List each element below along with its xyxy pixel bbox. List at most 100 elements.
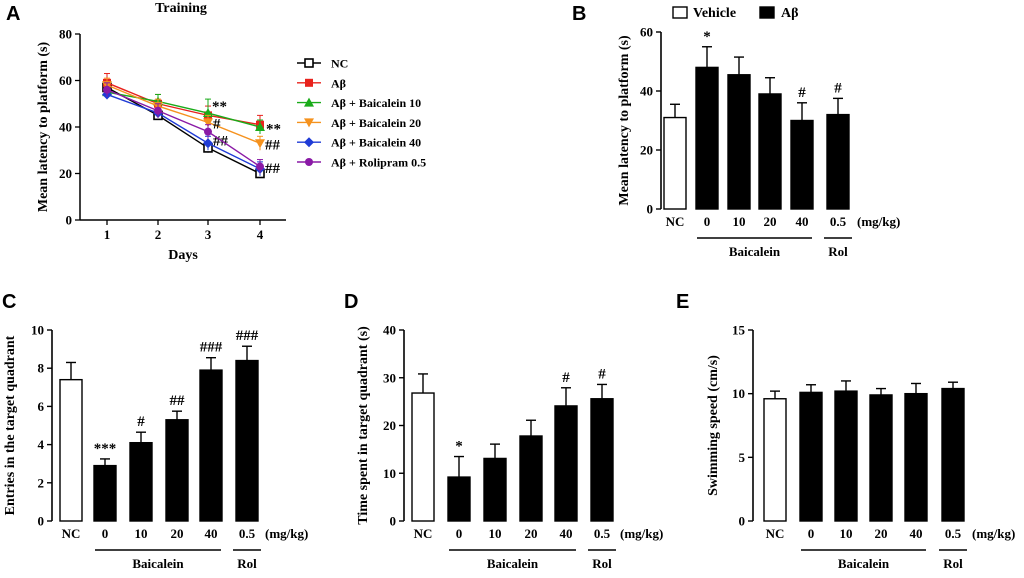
d-x-tick-label: NC xyxy=(414,526,433,541)
b-x-tick-label: 10 xyxy=(733,214,746,229)
c-group-label-baicalein: Baicalein xyxy=(132,556,184,571)
c-significance-label: ### xyxy=(200,340,223,356)
panel-b-legend: Vehicle Aβ xyxy=(672,6,799,21)
e-x-tick-label: 10 xyxy=(840,526,853,541)
a-data-point xyxy=(103,85,111,94)
b-bar xyxy=(790,119,814,210)
a-x-tick-label: 1 xyxy=(104,227,111,242)
a-series-1: ** xyxy=(103,73,281,138)
panel-letter-b: B xyxy=(572,3,586,25)
c-unit-label: (mg/kg) xyxy=(265,526,308,541)
d-x-tick-label: 0.5 xyxy=(594,526,611,541)
panel-b-plot: 0 20 40 60 Mean latency to platform (s) NC * 0 1… xyxy=(617,25,900,260)
a-legend-label: Aβ + Rolipram 0.5 xyxy=(331,156,426,170)
c-y-tick-label: 0 xyxy=(38,514,45,529)
panel-letter-e: E xyxy=(676,291,689,313)
e-bar xyxy=(941,387,965,522)
c-y-tick-label: 10 xyxy=(31,323,44,338)
d-y-tick-label: 20 xyxy=(383,418,396,433)
d-x-tick-label: 20 xyxy=(525,526,538,541)
b-legend-vehicle-label: Vehicle xyxy=(693,6,736,21)
a-y-tick-label: 40 xyxy=(59,120,72,135)
d-x-tick-label: 10 xyxy=(489,526,502,541)
b-group-label-rol: Rol xyxy=(828,244,848,259)
a-legend-label: Aβ + Baicalein 20 xyxy=(331,116,421,130)
e-bar xyxy=(834,390,858,522)
a-y-tick-label: 20 xyxy=(59,166,72,181)
panel-letter-d: D xyxy=(344,291,358,313)
e-y-tick-label: 0 xyxy=(739,514,746,529)
b-legend-abeta-swatch xyxy=(759,6,775,19)
a-data-point xyxy=(203,108,213,118)
b-bar xyxy=(758,93,782,210)
panel-a-title: Training xyxy=(155,1,207,16)
a-legend-label: Aβ + Baicalein 40 xyxy=(331,136,421,150)
e-unit-label: (mg/kg) xyxy=(972,526,1015,541)
b-bar xyxy=(727,74,751,210)
a-series-line xyxy=(106,93,261,170)
b-significance-label: * xyxy=(703,29,711,45)
a-x-tick-label: 4 xyxy=(257,227,264,242)
c-x-tick-label: 0.5 xyxy=(239,526,256,541)
d-y-tick-label: 30 xyxy=(383,370,396,385)
c-x-tick-label: 0 xyxy=(102,526,109,541)
b-group-label-baicalein: Baicalein xyxy=(729,244,781,259)
a-series-2: ** xyxy=(102,86,265,134)
c-x-tick-label: 20 xyxy=(171,526,184,541)
panel-letter-a: A xyxy=(6,3,20,25)
a-data-point xyxy=(255,139,265,149)
a-significance-label: # xyxy=(213,116,221,132)
e-bar xyxy=(799,391,823,522)
b-y-tick-label: 60 xyxy=(640,25,653,40)
b-unit-label: (mg/kg) xyxy=(857,214,900,229)
a-series-line xyxy=(106,86,261,175)
a-legend-marker xyxy=(304,137,314,148)
panel-a-plot: 0 20 40 60 80 1 2 3 4 Days Mean latency to platfor… xyxy=(36,27,286,263)
d-group-label-rol: Rol xyxy=(592,556,612,571)
d-bar xyxy=(447,476,471,522)
b-bar xyxy=(663,116,687,210)
panel-b: B Vehicle Aβ 0 20 40 60 Mean latency to platf… xyxy=(572,3,900,259)
d-significance-label: # xyxy=(562,370,570,386)
b-significance-label: # xyxy=(834,80,842,96)
b-significance-label: # xyxy=(798,85,806,101)
a-legend-label: NC xyxy=(331,57,348,71)
a-significance-label: ## xyxy=(265,137,281,153)
c-y-tick-label: 4 xyxy=(38,437,45,452)
b-y-axis-label: Mean latency to platform (s) xyxy=(617,35,632,206)
e-x-tick-label: NC xyxy=(766,526,785,541)
panel-d: D 0 10 20 30 40 Time spent in target quadrant… xyxy=(344,291,663,571)
b-legend-abeta-label: Aβ xyxy=(781,6,799,21)
d-unit-label: (mg/kg) xyxy=(620,526,663,541)
d-y-tick-label: 0 xyxy=(390,514,397,529)
a-y-tick-label: 60 xyxy=(59,73,72,88)
b-x-tick-label: NC xyxy=(666,214,685,229)
d-x-tick-label: 0 xyxy=(456,526,463,541)
d-group-label-baicalein: Baicalein xyxy=(487,556,539,571)
a-y-axis-label: Mean latency to platform (s) xyxy=(36,42,51,213)
e-bar xyxy=(869,394,893,522)
panel-c-plot: 0 2 4 6 8 10 Entries in the target quadrant NC *… xyxy=(3,323,308,572)
a-series-line xyxy=(106,91,261,128)
c-significance-label: ## xyxy=(170,393,186,409)
panel-a: A Training 0 20 40 60 80 1 2 3 4 Days Mean latency… xyxy=(6,1,426,263)
c-y-tick-label: 6 xyxy=(38,399,45,414)
a-legend-label: Aβ xyxy=(331,76,346,90)
e-y-tick-label: 15 xyxy=(732,323,746,338)
b-bar xyxy=(695,66,719,210)
d-bar xyxy=(554,405,578,522)
a-significance-label: ** xyxy=(266,122,281,138)
a-y-tick-label: 0 xyxy=(66,213,73,228)
c-group-label-rol: Rol xyxy=(237,556,257,571)
d-significance-label: # xyxy=(598,366,606,382)
d-y-tick-label: 10 xyxy=(383,466,396,481)
a-legend-marker xyxy=(304,58,314,68)
e-x-tick-label: 0.5 xyxy=(945,526,962,541)
c-significance-label: # xyxy=(137,414,145,430)
e-bar xyxy=(904,392,928,522)
c-bar xyxy=(165,419,189,522)
panel-e: E 0 5 10 15 Swimming speed (cm/s) NC 0 10 20 40 0.… xyxy=(676,291,1015,571)
d-y-axis-label: Time spent in target quadrant (s) xyxy=(356,326,371,525)
e-x-tick-label: 40 xyxy=(910,526,923,541)
